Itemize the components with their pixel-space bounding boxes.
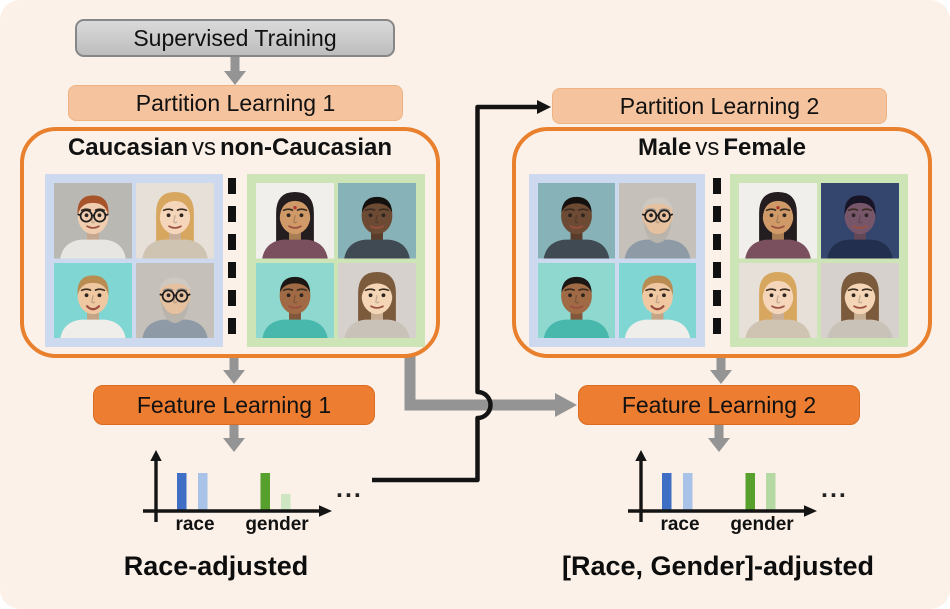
ellipsis-more-features: ... (336, 475, 363, 503)
feature-histogram-1: race gender... (143, 450, 363, 535)
face-photo-blonde-woman (739, 262, 817, 338)
race-adjusted-caption: Race-adjusted (123, 551, 309, 581)
arrow-supervised-to-partition1 (224, 57, 246, 85)
supervised-training-box: Supervised Training (75, 19, 395, 57)
face-photo-young-man-glasses (54, 183, 132, 259)
feature-bar (198, 473, 208, 511)
arrow-box1-to-feature2 (404, 354, 577, 417)
face-photo-young-man-smiling (619, 262, 696, 338)
box2-title-left: Male (637, 134, 692, 161)
box2-title: Male vs Female (512, 133, 932, 163)
face-photo-asian-woman-bangs (821, 262, 899, 338)
face-photo-south-asian-man (256, 262, 334, 338)
partition2-container (512, 127, 932, 358)
female-face-grid (730, 174, 908, 347)
partition-learning-1-box: Partition Learning 1 (68, 85, 403, 121)
x-tick-gender: gender (245, 514, 309, 535)
x-tick-race: race (175, 514, 214, 535)
feature-bar (260, 473, 270, 511)
face-photo-asian-woman-bangs (338, 262, 416, 338)
male-face-grid (529, 174, 705, 347)
feature-learning-2-box: Feature Learning 2 (578, 385, 860, 425)
box1-title-right: non-Caucasian (220, 134, 393, 161)
box1-title-vs: vs (192, 134, 217, 161)
face-photo-indian-woman-bindi (739, 183, 817, 259)
feature-bar (683, 473, 693, 511)
box1-title: Caucasian vs non-Caucasian (20, 133, 440, 163)
box2-title-right: Female (723, 134, 807, 161)
face-photo-elderly-man-beard-glasses (136, 262, 214, 338)
face-photo-blonde-woman (136, 183, 214, 259)
partition1-container (20, 127, 440, 358)
box1-title-left: Caucasian (67, 134, 189, 161)
x-axis-arrowhead (319, 505, 332, 517)
feature-bar (745, 473, 755, 511)
x-tick-race: race (660, 514, 699, 535)
face-photo-dark-skinned-woman-blue-light (821, 183, 899, 259)
caucasian-face-grid (45, 174, 223, 347)
x-axis-arrowhead (804, 505, 817, 517)
race-gender-adjusted-caption: [Race, Gender]-adjusted (561, 551, 875, 581)
face-photo-african-man (538, 183, 615, 259)
face-photo-young-man-smiling (54, 262, 132, 338)
y-axis-arrowhead (635, 450, 647, 461)
non-caucasian-face-grid (247, 174, 425, 347)
feature-histogram-2: race gender... (628, 450, 848, 535)
x-tick-gender: gender (730, 514, 794, 535)
feature-bar (662, 473, 672, 511)
feature-learning-1-box: Feature Learning 1 (93, 385, 375, 425)
feature-bar (281, 493, 291, 511)
y-axis-arrowhead (150, 450, 162, 461)
arrow-box2-to-feature2 (710, 357, 732, 384)
face-photo-south-asian-man (538, 262, 615, 338)
feature-bar (766, 473, 776, 511)
box2-title-vs: vs (695, 134, 720, 161)
arrow-box1-to-feature1 (223, 357, 245, 384)
face-photo-elderly-man-beard-glasses (619, 183, 696, 259)
partition-learning-2-box: Partition Learning 2 (552, 88, 887, 124)
ellipsis-more-features: ... (821, 475, 848, 503)
face-photo-african-man (338, 183, 416, 259)
face-photo-indian-woman-bindi (256, 183, 334, 259)
feature-bar (177, 473, 187, 511)
